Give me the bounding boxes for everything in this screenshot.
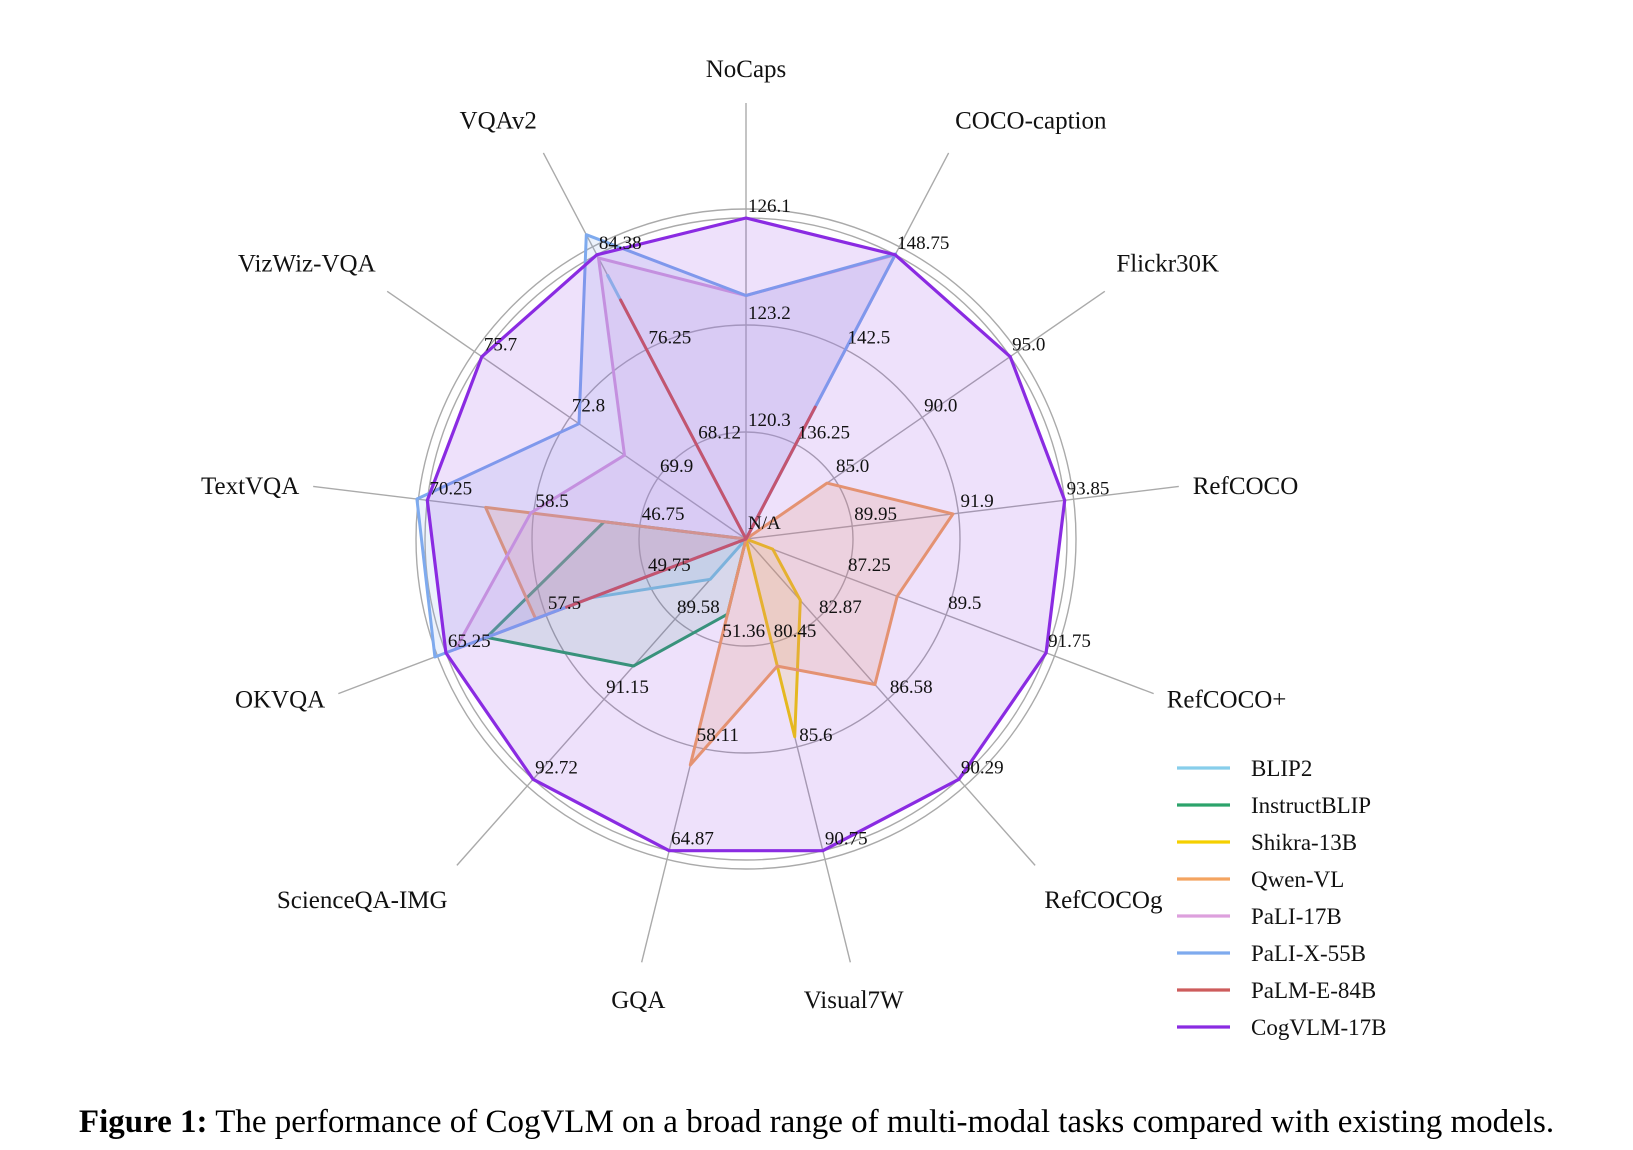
tick-label-gqa-1: 51.36: [722, 621, 765, 642]
axis-labels: NoCaps COCO-caption Flickr30K RefCOCO RefCOC…: [201, 56, 1298, 1014]
spoke-refcocog: [745, 538, 1036, 866]
axis-label-textvqa: TextVQA: [201, 473, 299, 500]
spoke-refcoco: [745, 485, 1179, 540]
axis-label-gqa: GQA: [611, 987, 665, 1014]
series-qwen-vl: [484, 481, 955, 767]
axis-label-vqav2: VQAv2: [460, 108, 537, 135]
tick-label-refcoco-2: 91.9: [960, 491, 993, 512]
tick-label-nocaps-2: 123.2: [748, 303, 791, 324]
radar-chart: 120.3 123.2 126.1 136.25 142.5 148.75 85.0 90.0…: [201, 56, 1386, 1040]
legend: BLIP2 InstructBLIP Shikra-13B Qwen-VL PaLI-1…: [1177, 756, 1386, 1040]
figure-caption-label: Figure 1:: [78, 1104, 208, 1140]
legend-label-instructblip: InstructBLIP: [1251, 793, 1371, 818]
axis-label-okvqa: OKVQA: [235, 687, 325, 714]
tick-label-refcoco-2: 89.5: [948, 593, 981, 614]
spoke-refcoco: [745, 538, 1154, 695]
tick-label-coco-caption-1: 136.25: [798, 422, 850, 443]
axis-label-coco-caption: COCO-caption: [955, 108, 1107, 135]
series-palm-e-84b: [565, 298, 817, 609]
figure-caption-text: The performance of CogVLM on a broad ran…: [215, 1104, 1555, 1140]
tick-label-flickr30k-3: 95.0: [1012, 335, 1045, 356]
axis-label-nocaps: NoCaps: [706, 56, 787, 83]
tick-label-vqav2-2: 76.25: [649, 328, 692, 349]
spoke-vizwiz-vqa: [386, 290, 747, 540]
tick-label-vizwiz-vqa-1: 69.9: [660, 456, 693, 477]
legend-label-qwen-vl: Qwen-VL: [1251, 867, 1344, 892]
tick-label-refcoco-3: 93.85: [1067, 478, 1110, 499]
tick-label-refcocog-1: 82.87: [819, 597, 862, 618]
center-label: N/A: [748, 513, 781, 534]
tick-label-okvqa-2: 57.5: [548, 593, 581, 614]
tick-label-gqa-3: 64.87: [671, 829, 714, 850]
tick-label-flickr30k-1: 85.0: [836, 456, 869, 477]
legend-label-shikra-13b: Shikra-13B: [1251, 830, 1357, 855]
tick-label-refcoco-3: 91.75: [1048, 631, 1091, 652]
tick-label-refcocog-2: 86.58: [890, 677, 933, 698]
legend-label-palm-e-84b: PaLM-E-84B: [1251, 978, 1376, 1003]
tick-labels: 120.3 123.2 126.1 136.25 142.5 148.75 85.0 90.0…: [429, 196, 1109, 850]
tick-label-coco-caption-2: 142.5: [847, 328, 890, 349]
tick-label-visual7w-1: 80.45: [774, 621, 817, 642]
axis-label-visual7w: Visual7W: [804, 987, 904, 1014]
tick-label-okvqa-1: 49.75: [648, 555, 691, 576]
tick-label-refcoco-1: 89.95: [854, 504, 897, 525]
axis-label-refcoco: RefCOCO: [1193, 473, 1299, 500]
tick-label-scienceqa-img-3: 92.72: [535, 757, 578, 778]
tick-label-nocaps-1: 120.3: [748, 410, 791, 431]
tick-label-gqa-2: 58.11: [697, 725, 739, 746]
spoke-scienceqa-img: [456, 538, 747, 866]
axis-label-refcoco: RefCOCO+: [1167, 687, 1287, 714]
tick-label-vizwiz-vqa-3: 75.7: [484, 335, 517, 356]
axis-label-flickr30k: Flickr30K: [1116, 250, 1219, 277]
series-layer: [415, 216, 1067, 853]
legend-label-cogvlm-17b: CogVLM-17B: [1251, 1015, 1386, 1040]
tick-label-visual7w-3: 90.75: [825, 829, 868, 850]
tick-label-textvqa-2: 58.5: [536, 491, 569, 512]
tick-label-vqav2-3: 84.38: [599, 233, 642, 254]
axis-label-vizwiz-vqa: VizWiz-VQA: [238, 250, 376, 277]
tick-label-visual7w-2: 85.6: [799, 725, 832, 746]
series-cogvlm-17b: [425, 216, 1067, 853]
legend-label-pali-17b: PaLI-17B: [1251, 904, 1342, 929]
axis-label-refcocog: RefCOCOg: [1044, 887, 1163, 914]
tick-label-scienceqa-img-1: 89.58: [677, 597, 720, 618]
tick-label-nocaps-3: 126.1: [748, 196, 791, 217]
series-shikra-13b: [744, 537, 802, 739]
tick-label-vizwiz-vqa-2: 72.8: [572, 395, 605, 416]
tick-label-textvqa-3: 70.25: [429, 478, 472, 499]
tick-label-coco-caption-3: 148.75: [897, 233, 949, 254]
legend-label-pali-x-55b: PaLI-X-55B: [1251, 941, 1366, 966]
tick-label-textvqa-1: 46.75: [642, 504, 685, 525]
tick-label-scienceqa-img-2: 91.15: [606, 677, 649, 698]
tick-label-okvqa-3: 65.25: [448, 631, 491, 652]
figure-caption: Figure 1: The performance of CogVLM on a…: [0, 1104, 1633, 1141]
tick-label-refcocog-3: 90.29: [961, 757, 1004, 778]
axis-label-scienceqa-img: ScienceQA-IMG: [277, 887, 448, 914]
tick-label-flickr30k-2: 90.0: [924, 395, 957, 416]
tick-label-refcoco-1: 87.25: [848, 555, 891, 576]
legend-label-blip2: BLIP2: [1251, 756, 1312, 781]
tick-label-vqav2-1: 68.12: [698, 422, 741, 443]
